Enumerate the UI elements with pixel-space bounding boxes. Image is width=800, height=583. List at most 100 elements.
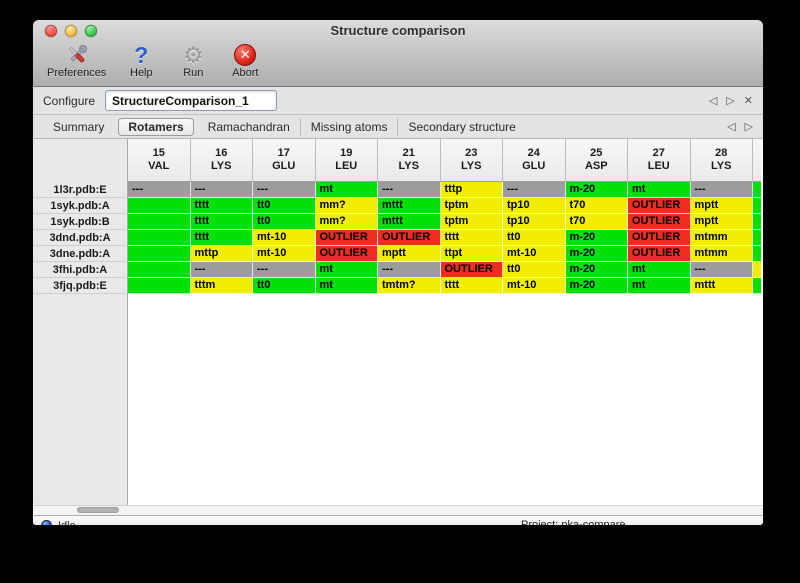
zoom-window-button[interactable] bbox=[85, 25, 97, 37]
rotamer-cell[interactable]: m-20 bbox=[565, 262, 628, 278]
rotamer-cell[interactable]: m-20 bbox=[565, 246, 628, 262]
column-header[interactable]: 28 LYS bbox=[690, 139, 753, 182]
column-header[interactable]: 15 VAL bbox=[128, 139, 191, 182]
rotamer-cell[interactable]: --- bbox=[253, 182, 316, 198]
column-header[interactable]: 16 LYS bbox=[190, 139, 253, 182]
rotamer-cell[interactable]: mt bbox=[628, 262, 691, 278]
rotamer-cell[interactable]: tttt bbox=[440, 230, 503, 246]
rotamer-cell[interactable]: tttt bbox=[190, 214, 253, 230]
rotamer-cell[interactable]: tt0 bbox=[253, 198, 316, 214]
rotamer-cell[interactable]: tt0 bbox=[503, 262, 566, 278]
next-tab-arrow[interactable]: ▷ bbox=[744, 121, 753, 133]
rotamer-cell[interactable]: mttp bbox=[190, 246, 253, 262]
rotamer-cell[interactable]: OUTLIER bbox=[628, 214, 691, 230]
preferences-button[interactable]: Preferences bbox=[47, 42, 106, 79]
rotamer-cell[interactable]: tt0 bbox=[253, 214, 316, 230]
tab-ramachandran[interactable]: Ramachandran bbox=[207, 119, 290, 134]
abort-button[interactable]: ✕ Abort bbox=[228, 42, 262, 79]
rotamer-cell[interactable]: OUTLIER bbox=[628, 198, 691, 214]
rotamer-cell[interactable] bbox=[128, 214, 191, 230]
rotamer-cell[interactable] bbox=[128, 230, 191, 246]
rotamer-cell[interactable]: mtmm bbox=[690, 246, 753, 262]
rotamer-cell[interactable]: --- bbox=[190, 182, 253, 198]
rotamer-cell[interactable]: mttt bbox=[378, 198, 441, 214]
rotamer-cell[interactable]: mtmm bbox=[690, 230, 753, 246]
rotamer-cell[interactable]: m-20 bbox=[565, 278, 628, 294]
rotamer-cell[interactable]: --- bbox=[378, 262, 441, 278]
rotamer-cell[interactable]: --- bbox=[190, 262, 253, 278]
tab-secondary-structure[interactable]: Secondary structure bbox=[397, 117, 525, 136]
rotamer-cell[interactable]: tttt bbox=[190, 230, 253, 246]
configure-name-input[interactable] bbox=[105, 90, 278, 111]
rotamer-cell[interactable]: --- bbox=[378, 182, 441, 198]
rotamer-cell[interactable]: mttt bbox=[378, 214, 441, 230]
rotamer-cell[interactable]: mt-10 bbox=[503, 246, 566, 262]
rotamer-cell[interactable]: --- bbox=[690, 182, 753, 198]
rotamer-cell[interactable]: tt0 bbox=[503, 230, 566, 246]
row-label[interactable]: 1l3r.pdb:E bbox=[33, 182, 128, 198]
row-label[interactable]: 3fjq.pdb:E bbox=[33, 278, 128, 294]
help-button[interactable]: ? Help bbox=[124, 42, 158, 79]
column-header[interactable]: 25 ASP bbox=[565, 139, 628, 182]
rotamer-cell[interactable]: --- bbox=[128, 182, 191, 198]
rotamer-cell[interactable]: mt-10 bbox=[503, 278, 566, 294]
tab-rotamers[interactable]: Rotamers bbox=[118, 117, 194, 136]
column-header[interactable]: 24 GLU bbox=[503, 139, 566, 182]
row-label[interactable]: 1syk.pdb:B bbox=[33, 214, 128, 230]
row-label[interactable]: 1syk.pdb:A bbox=[33, 198, 128, 214]
rotamer-cell[interactable]: OUTLIER bbox=[315, 230, 378, 246]
column-header[interactable]: 17 GLU bbox=[253, 139, 316, 182]
rotamer-cell[interactable]: mm? bbox=[315, 198, 378, 214]
column-header[interactable]: 19 LEU bbox=[315, 139, 378, 182]
rotamer-cell[interactable]: mt bbox=[315, 182, 378, 198]
close-task-icon[interactable]: ✕ bbox=[743, 95, 753, 107]
tab-missing-atoms[interactable]: Missing atoms bbox=[299, 117, 398, 136]
column-header[interactable]: 27 LEU bbox=[628, 139, 691, 182]
prev-tab-arrow[interactable]: ◁ bbox=[727, 121, 736, 133]
rotamer-cell[interactable]: --- bbox=[690, 262, 753, 278]
rotamer-cell[interactable]: t70 bbox=[565, 198, 628, 214]
rotamer-cell[interactable]: tp10 bbox=[503, 198, 566, 214]
rotamer-cell[interactable]: mttt bbox=[690, 278, 753, 294]
horizontal-scrollbar-thumb[interactable] bbox=[77, 507, 119, 513]
row-label[interactable]: 3dnd.pdb:A bbox=[33, 230, 128, 246]
rotamer-cell[interactable] bbox=[128, 246, 191, 262]
rotamer-cell[interactable]: mt bbox=[315, 278, 378, 294]
row-label[interactable]: 3dne.pdb:A bbox=[33, 246, 128, 262]
rotamer-cell[interactable]: mptt bbox=[690, 214, 753, 230]
rotamer-cell[interactable]: mt-10 bbox=[253, 230, 316, 246]
horizontal-scrollbar[interactable] bbox=[33, 505, 763, 515]
minimize-window-button[interactable] bbox=[65, 25, 77, 37]
column-header[interactable]: 21 LYS bbox=[378, 139, 441, 182]
rotamer-cell[interactable]: mptt bbox=[378, 246, 441, 262]
rotamer-cell[interactable]: OUTLIER bbox=[628, 230, 691, 246]
next-task-arrow[interactable]: ▷ bbox=[726, 95, 735, 107]
rotamer-cell[interactable]: m-20 bbox=[565, 230, 628, 246]
rotamer-cell[interactable]: tttt bbox=[190, 198, 253, 214]
run-button[interactable]: ⚙ Run bbox=[176, 42, 210, 79]
rotamer-cell[interactable]: tttm bbox=[190, 278, 253, 294]
column-header[interactable]: 23 LYS bbox=[440, 139, 503, 182]
rotamer-cell[interactable]: tptm bbox=[440, 198, 503, 214]
rotamer-cell[interactable]: tttt bbox=[440, 278, 503, 294]
rotamer-cell[interactable]: ttpt bbox=[440, 246, 503, 262]
prev-task-arrow[interactable]: ◁ bbox=[708, 95, 718, 107]
rotamer-cell[interactable]: --- bbox=[253, 262, 316, 278]
rotamer-cell[interactable]: tmtm? bbox=[378, 278, 441, 294]
rotamer-cell[interactable]: OUTLIER bbox=[628, 246, 691, 262]
rotamer-cell[interactable]: OUTLIER bbox=[378, 230, 441, 246]
row-label[interactable]: 3fhi.pdb:A bbox=[33, 262, 128, 278]
rotamer-cell[interactable]: mt bbox=[628, 278, 691, 294]
rotamer-cell[interactable]: OUTLIER bbox=[315, 246, 378, 262]
rotamer-cell[interactable]: OUTLIER bbox=[440, 262, 503, 278]
rotamer-cell[interactable]: --- bbox=[503, 182, 566, 198]
rotamer-cell[interactable]: mm? bbox=[315, 214, 378, 230]
close-window-button[interactable] bbox=[45, 25, 57, 37]
rotamer-cell[interactable] bbox=[128, 198, 191, 214]
rotamer-cell[interactable]: mt bbox=[315, 262, 378, 278]
rotamer-cell[interactable]: mptt bbox=[690, 198, 753, 214]
rotamer-cell[interactable]: tt0 bbox=[253, 278, 316, 294]
rotamer-cell[interactable]: tptm bbox=[440, 214, 503, 230]
rotamer-cell[interactable]: tp10 bbox=[503, 214, 566, 230]
rotamer-cell[interactable] bbox=[128, 262, 191, 278]
